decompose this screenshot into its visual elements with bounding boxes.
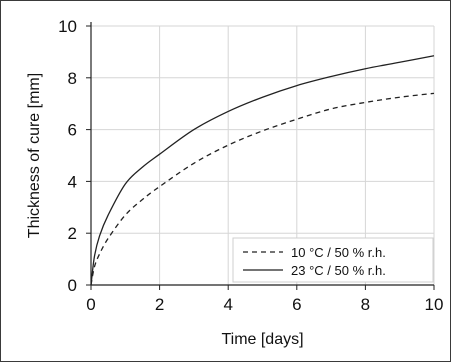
legend-box [232,237,434,283]
y-tick-label: 4 [68,172,77,191]
x-tick-label: 2 [155,295,164,314]
y-tick-label: 2 [68,224,77,243]
legend: 10 °C / 50 % r.h. 23 °C / 50 % r.h. [232,237,434,283]
y-tick-label: 8 [68,69,77,88]
x-tick-label: 0 [86,295,95,314]
y-axis-label: Thickness of cure [mm] [26,73,43,238]
tick-labels: 0 2 4 6 8 10 0 2 4 6 8 10 [58,17,443,314]
x-tick-label: 10 [425,295,444,314]
legend-label: 10 °C / 50 % r.h. [291,245,386,260]
x-tick-label: 8 [361,295,370,314]
x-tick-label: 6 [292,295,301,314]
series-lines [90,55,435,286]
legend-label: 23 °C / 50 % r.h. [291,263,386,278]
y-tick-label: 6 [68,121,77,140]
series-line-23c [90,55,435,286]
y-tick-label: 0 [68,276,77,295]
axes [86,22,435,290]
series-line-10c [90,92,435,286]
x-tick-label: 4 [223,295,232,314]
y-tick-label: 10 [58,17,77,36]
x-axis-label: Time [days] [221,331,303,348]
